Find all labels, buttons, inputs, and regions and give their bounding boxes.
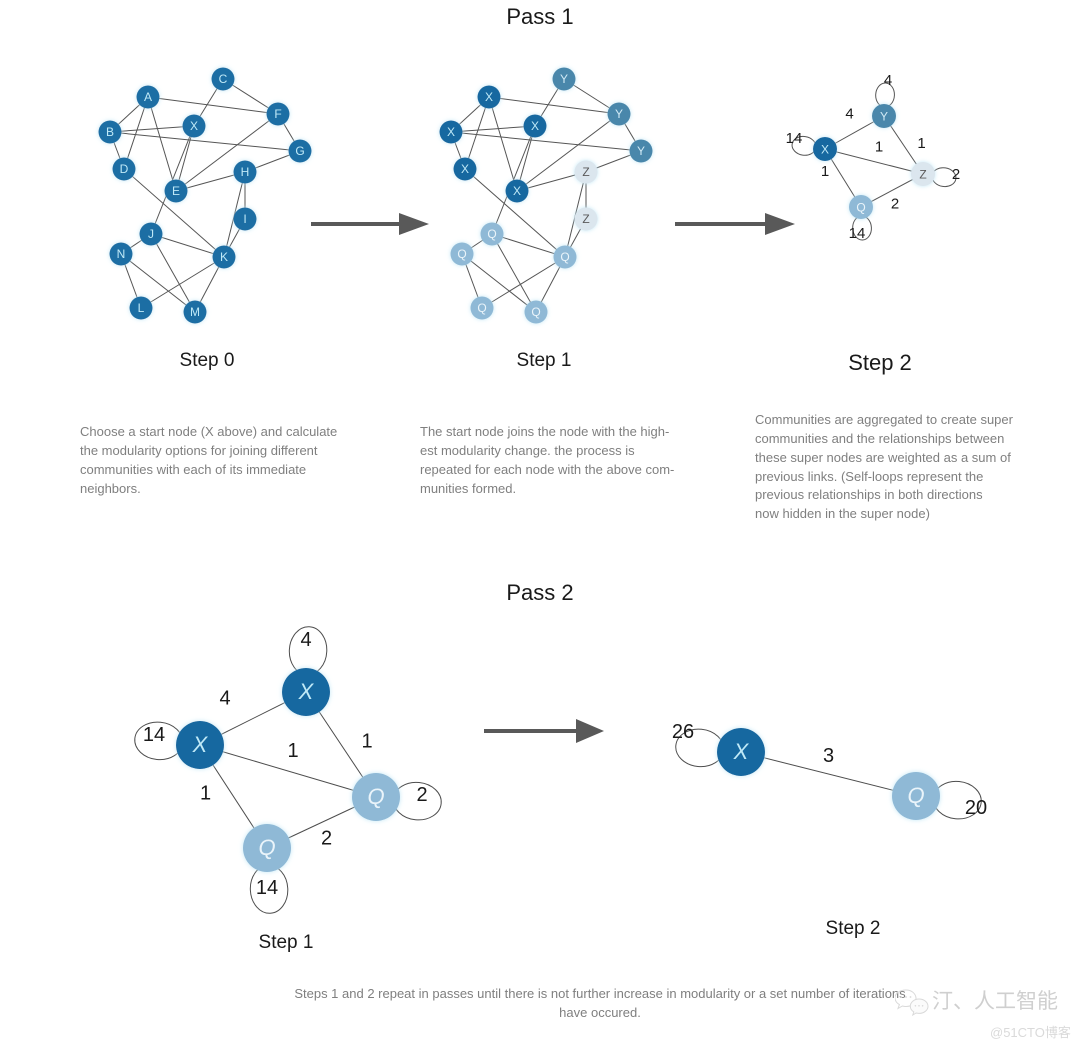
svg-text:Z: Z: [582, 165, 589, 179]
svg-text:4: 4: [219, 688, 230, 710]
svg-text:X: X: [531, 119, 539, 133]
svg-text:1: 1: [821, 163, 829, 180]
svg-text:4: 4: [884, 72, 892, 89]
svg-text:X: X: [461, 162, 469, 176]
svg-text:X: X: [190, 119, 198, 133]
svg-text:14: 14: [256, 877, 278, 899]
svg-text:14: 14: [143, 724, 165, 746]
svg-text:Q: Q: [477, 301, 486, 315]
svg-text:H: H: [241, 165, 250, 179]
svg-text:G: G: [295, 144, 304, 158]
svg-text:Q: Q: [367, 784, 384, 809]
svg-text:4: 4: [845, 106, 853, 123]
svg-text:X: X: [447, 125, 455, 139]
svg-text:Y: Y: [560, 72, 568, 86]
svg-text:Q: Q: [531, 305, 540, 319]
svg-text:Y: Y: [880, 110, 888, 124]
svg-text:Q: Q: [487, 227, 496, 241]
svg-text:X: X: [513, 184, 521, 198]
svg-text:D: D: [120, 162, 129, 176]
svg-text:I: I: [243, 212, 246, 226]
svg-text:N: N: [117, 247, 126, 261]
svg-text:Q: Q: [856, 201, 865, 215]
svg-text:26: 26: [672, 721, 694, 743]
svg-text:J: J: [148, 227, 154, 241]
svg-text:M: M: [190, 305, 200, 319]
svg-text:2: 2: [321, 828, 332, 850]
svg-text:20: 20: [965, 797, 987, 819]
svg-text:Q: Q: [560, 250, 569, 264]
svg-text:A: A: [144, 90, 152, 104]
svg-text:X: X: [821, 143, 829, 157]
svg-text:2: 2: [891, 196, 899, 213]
svg-text:14: 14: [786, 130, 803, 147]
svg-text:X: X: [733, 739, 750, 764]
svg-text:Q: Q: [258, 835, 275, 860]
svg-text:C: C: [219, 72, 228, 86]
svg-text:X: X: [485, 90, 493, 104]
svg-text:2: 2: [416, 784, 427, 806]
svg-text:Q: Q: [457, 247, 466, 261]
svg-text:1: 1: [287, 740, 298, 762]
svg-text:1: 1: [361, 731, 372, 753]
svg-text:L: L: [138, 301, 145, 315]
svg-text:Y: Y: [637, 144, 645, 158]
svg-text:Y: Y: [615, 107, 623, 121]
svg-text:1: 1: [200, 783, 211, 805]
svg-text:B: B: [106, 125, 114, 139]
svg-text:3: 3: [823, 745, 834, 767]
svg-text:X: X: [298, 679, 315, 704]
svg-text:Z: Z: [582, 212, 589, 226]
svg-text:1: 1: [917, 135, 925, 152]
svg-text:14: 14: [849, 225, 866, 242]
svg-text:K: K: [220, 250, 228, 264]
svg-text:4: 4: [300, 629, 311, 651]
svg-text:1: 1: [875, 139, 883, 156]
svg-text:E: E: [172, 184, 180, 198]
svg-text:F: F: [274, 107, 281, 121]
svg-text:2: 2: [952, 166, 960, 183]
svg-text:Z: Z: [919, 168, 926, 182]
svg-text:X: X: [192, 732, 209, 757]
svg-text:Q: Q: [907, 783, 924, 808]
